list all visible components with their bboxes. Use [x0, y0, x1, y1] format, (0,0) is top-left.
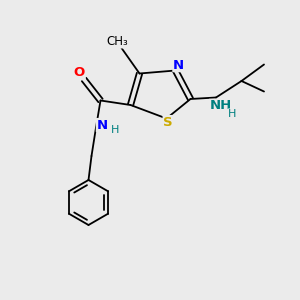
Text: N: N [96, 118, 108, 132]
Text: S: S [163, 116, 173, 129]
Text: N: N [173, 58, 184, 72]
Text: NH: NH [209, 99, 232, 112]
Text: H: H [228, 109, 237, 119]
Text: O: O [74, 66, 85, 80]
Text: CH₃: CH₃ [106, 35, 128, 48]
Text: H: H [110, 125, 119, 135]
